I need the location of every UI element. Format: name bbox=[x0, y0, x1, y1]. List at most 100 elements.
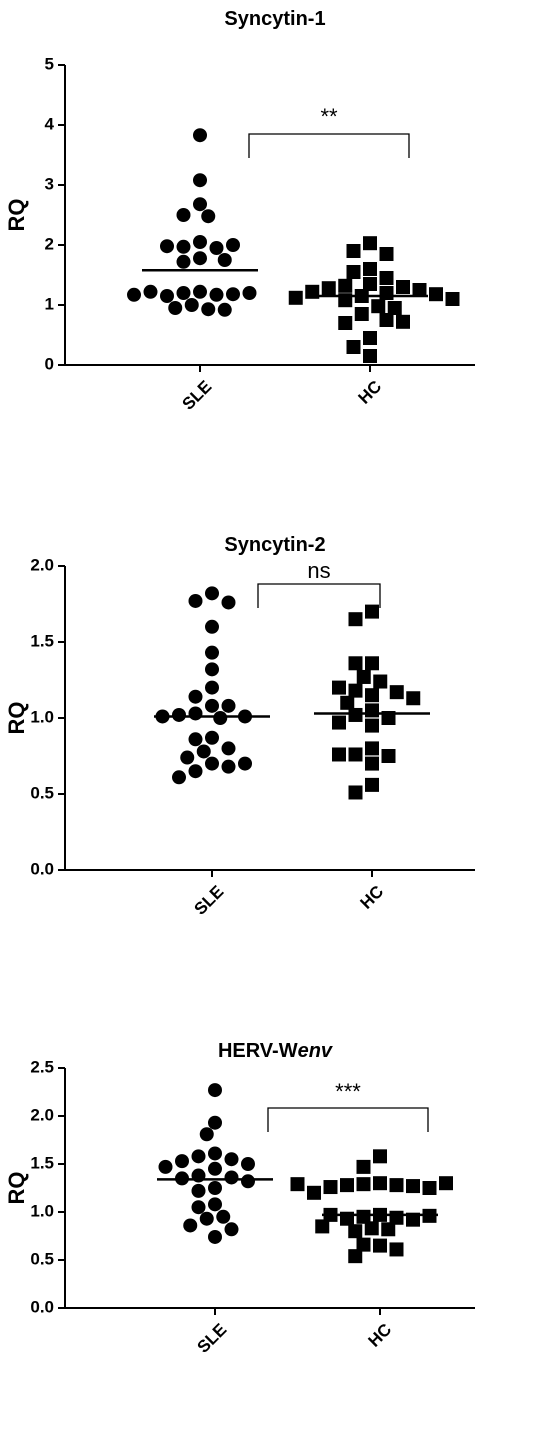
point bbox=[365, 604, 379, 619]
point bbox=[199, 1211, 214, 1226]
point bbox=[176, 208, 191, 222]
x-tick-label: SLE bbox=[193, 1320, 230, 1357]
point bbox=[188, 706, 203, 721]
point bbox=[188, 689, 203, 704]
point bbox=[205, 698, 219, 713]
y-tick-label: 0 bbox=[45, 354, 54, 373]
point bbox=[365, 741, 379, 756]
point bbox=[205, 619, 219, 634]
point bbox=[379, 271, 394, 285]
y-tick-label: 0.5 bbox=[30, 783, 54, 802]
point bbox=[160, 289, 174, 303]
point bbox=[354, 307, 369, 321]
point bbox=[208, 1161, 222, 1176]
point bbox=[221, 741, 236, 756]
point bbox=[183, 1218, 198, 1233]
point bbox=[175, 1154, 189, 1169]
x-tick-label: HC bbox=[365, 1320, 396, 1351]
point bbox=[208, 1115, 222, 1130]
point bbox=[238, 756, 252, 771]
point bbox=[208, 1181, 222, 1195]
point bbox=[193, 284, 207, 299]
point bbox=[242, 286, 257, 300]
point bbox=[143, 284, 158, 299]
point bbox=[365, 777, 379, 792]
point bbox=[201, 209, 216, 224]
y-tick-label: 0.0 bbox=[30, 859, 54, 878]
significance: ** bbox=[320, 104, 338, 129]
point bbox=[387, 301, 402, 315]
point bbox=[217, 302, 232, 317]
point bbox=[193, 197, 207, 212]
point bbox=[373, 1238, 387, 1253]
point bbox=[241, 1174, 255, 1189]
point bbox=[346, 340, 361, 354]
point bbox=[208, 1197, 222, 1212]
point bbox=[193, 173, 207, 188]
bracket bbox=[257, 583, 381, 608]
point bbox=[363, 331, 377, 345]
y-tick-label: 3 bbox=[45, 174, 54, 193]
point bbox=[208, 1229, 222, 1244]
x-tick-label: HC bbox=[355, 377, 386, 408]
point bbox=[172, 770, 186, 785]
point bbox=[373, 674, 388, 689]
point bbox=[396, 314, 410, 329]
y-tick-label: 2.0 bbox=[30, 1105, 54, 1124]
point bbox=[340, 695, 355, 710]
point bbox=[389, 1178, 404, 1193]
chart-title: Syncytin-1 bbox=[224, 8, 325, 30]
point bbox=[439, 1176, 453, 1191]
point bbox=[363, 277, 377, 291]
point bbox=[216, 1209, 231, 1224]
point bbox=[307, 1185, 321, 1200]
title-text: Syncytin-2 bbox=[224, 534, 325, 556]
bracket bbox=[248, 133, 410, 158]
point bbox=[213, 711, 228, 725]
point bbox=[332, 715, 346, 730]
point bbox=[172, 707, 186, 722]
point bbox=[224, 1152, 239, 1167]
y-tick-label: 5 bbox=[45, 54, 54, 73]
point bbox=[191, 1149, 206, 1164]
significance: ns bbox=[307, 558, 330, 583]
y-tick-label: 2 bbox=[45, 234, 54, 253]
point bbox=[406, 1179, 420, 1194]
point bbox=[338, 316, 353, 330]
point bbox=[338, 278, 353, 293]
point bbox=[226, 238, 240, 252]
y-axis-title: RQ bbox=[4, 1172, 29, 1205]
y-tick-label: 4 bbox=[45, 114, 55, 133]
point bbox=[209, 241, 224, 255]
chart-title: Syncytin-2 bbox=[224, 534, 325, 556]
point bbox=[445, 292, 460, 306]
point bbox=[199, 1127, 214, 1142]
point bbox=[196, 744, 211, 759]
point bbox=[373, 1176, 387, 1191]
point bbox=[348, 747, 363, 762]
point bbox=[429, 287, 443, 302]
point bbox=[205, 586, 219, 601]
point bbox=[205, 645, 219, 660]
point bbox=[188, 764, 203, 779]
point bbox=[389, 1242, 404, 1257]
y-axis-title: RQ bbox=[4, 702, 29, 735]
significance: *** bbox=[335, 1079, 361, 1104]
point bbox=[321, 281, 336, 296]
y-tick-label: 2.5 bbox=[30, 1057, 54, 1076]
point bbox=[356, 1209, 371, 1224]
point bbox=[348, 785, 363, 800]
point bbox=[205, 756, 219, 771]
point bbox=[381, 1222, 396, 1237]
x-tick-label: SLE bbox=[178, 377, 215, 414]
point bbox=[356, 1159, 371, 1174]
point bbox=[241, 1157, 255, 1171]
y-tick-label: 1.0 bbox=[30, 1201, 54, 1220]
point bbox=[315, 1219, 330, 1234]
point bbox=[224, 1222, 239, 1237]
point bbox=[365, 656, 379, 671]
point bbox=[224, 1170, 239, 1185]
point bbox=[205, 680, 219, 695]
point bbox=[365, 688, 379, 703]
